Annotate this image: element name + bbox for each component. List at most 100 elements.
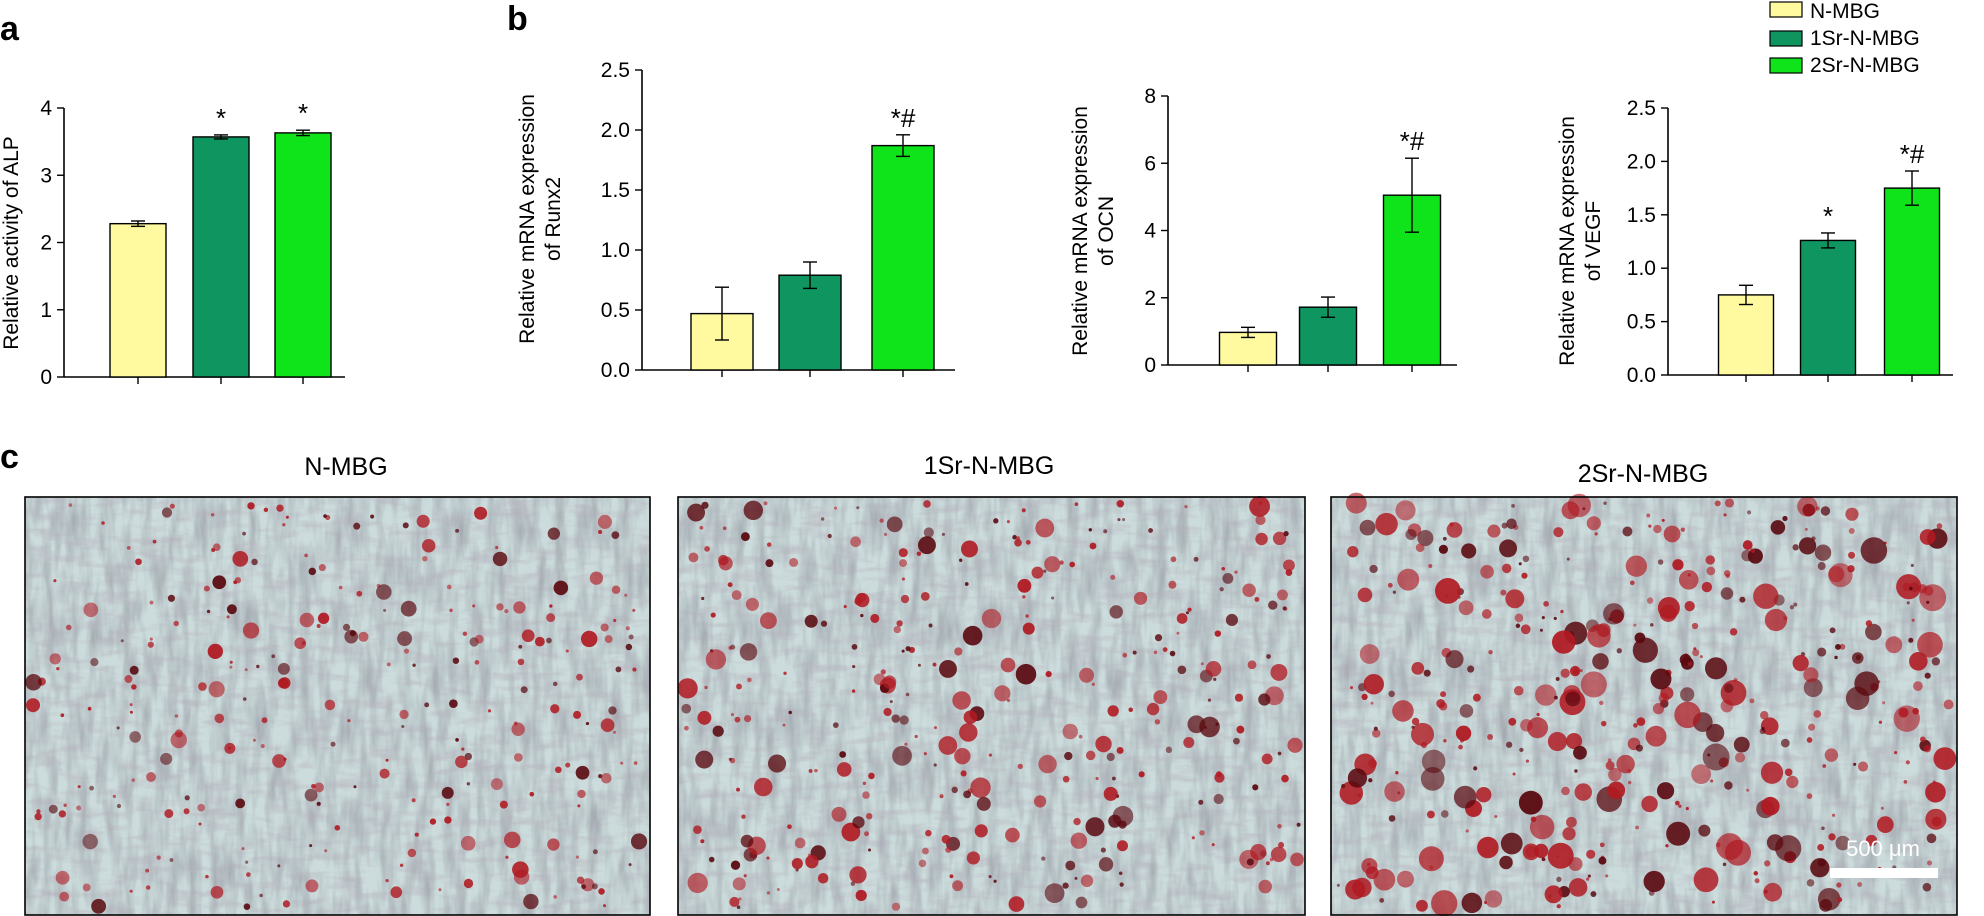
stain-spot	[147, 641, 154, 648]
stain-spot	[939, 794, 944, 799]
stain-spot	[700, 839, 705, 844]
stain-spot	[962, 625, 983, 646]
stain-spot	[1865, 623, 1882, 641]
stain-spot	[1817, 647, 1827, 657]
stain-spot	[1044, 556, 1061, 573]
stain-spot	[1645, 725, 1667, 747]
chart-ocn-expression: 0 2 4 6 8 Relative mRNA expression of OCN *#	[1069, 85, 1457, 377]
stain-spot	[1282, 606, 1287, 611]
stain-spot	[1803, 667, 1819, 683]
stain-spot	[608, 706, 617, 715]
stain-spot	[1214, 630, 1222, 637]
stain-spot	[495, 545, 499, 550]
stain-spot	[868, 848, 872, 852]
stain-spot	[1533, 843, 1549, 859]
stain-spot	[852, 816, 865, 829]
stain-spot	[1684, 600, 1695, 612]
stain-spot	[1065, 860, 1076, 871]
stain-spot	[1860, 537, 1888, 564]
stain-spot	[1518, 790, 1543, 815]
stain-spot	[1089, 542, 1097, 550]
stain-spot	[1535, 684, 1557, 706]
stain-spot	[1473, 766, 1478, 771]
scale-bar: 500 μm	[1830, 836, 1938, 878]
stain-spot	[1341, 783, 1346, 789]
stain-spot	[1062, 882, 1069, 889]
stain-spot	[1442, 536, 1447, 541]
stain-spot	[1070, 832, 1088, 849]
stain-spot	[611, 531, 620, 539]
stain-spot	[1521, 572, 1528, 579]
stain-spot	[402, 522, 409, 529]
stain-spot	[1605, 874, 1609, 878]
y-tick-label: 2.0	[1627, 150, 1656, 173]
stain-spot	[1014, 539, 1022, 547]
stain-spot	[1803, 678, 1823, 698]
y-tick-label: 1.5	[601, 179, 630, 202]
stain-spot	[1753, 871, 1759, 876]
stain-spot	[112, 794, 116, 799]
stain-spot	[1566, 557, 1570, 561]
stain-spot	[1481, 609, 1492, 619]
stain-spot	[1505, 589, 1525, 609]
stain-spot	[1110, 574, 1116, 580]
stain-spot	[1012, 535, 1017, 540]
stain-spot	[1657, 596, 1680, 619]
stain-spot	[730, 713, 735, 717]
stain-spot	[697, 710, 712, 725]
stain-spot	[1476, 787, 1492, 803]
stain-spot	[573, 710, 582, 719]
stain-spot	[1499, 539, 1518, 558]
stain-spot	[1797, 496, 1818, 517]
stain-spot	[1025, 614, 1029, 618]
stain-spot	[1051, 596, 1055, 600]
stain-spot	[1500, 832, 1523, 855]
stain-spot	[730, 860, 741, 870]
stain-spot	[512, 861, 529, 878]
stain-spot	[1605, 761, 1615, 771]
stain-spot	[48, 804, 58, 814]
stain-spot	[1724, 781, 1733, 790]
stain-spot	[1653, 524, 1662, 534]
stain-spot	[1547, 732, 1568, 752]
stain-spot	[1525, 845, 1538, 858]
stain-spot	[1817, 844, 1825, 851]
stain-spot	[939, 659, 957, 678]
stain-spot	[316, 801, 321, 806]
stain-spot	[851, 689, 856, 693]
stain-spot	[1296, 822, 1301, 827]
stain-spot	[517, 658, 525, 666]
stain-spot	[1366, 862, 1371, 867]
stain-spot	[1261, 753, 1273, 765]
stain-spot	[783, 671, 787, 676]
stain-spot	[1368, 759, 1378, 768]
stain-spot	[242, 697, 247, 701]
stain-spot	[1045, 670, 1052, 678]
bar-1	[1717, 294, 1775, 376]
stain-spot	[1487, 733, 1494, 740]
stain-spot	[899, 559, 908, 568]
y-axis-label: Relative mRNA expression of VEGF	[1556, 116, 1605, 366]
stain-spot	[1793, 602, 1798, 607]
stain-spot	[701, 596, 705, 601]
stain-spot	[1205, 661, 1222, 677]
stain-spot	[1657, 559, 1664, 565]
stain-spot	[520, 686, 528, 694]
stain-spot	[1880, 806, 1884, 810]
stain-spot	[615, 666, 622, 673]
stain-spot	[893, 625, 901, 634]
stain-spot	[499, 800, 508, 809]
stain-spot	[1258, 879, 1272, 894]
stain-spot	[1148, 528, 1153, 533]
stain-spot	[591, 883, 598, 890]
stain-spot	[1183, 736, 1195, 749]
stain-spot	[1792, 655, 1809, 672]
y-axis-label-line: of VEGF	[1582, 201, 1605, 282]
stain-spot	[131, 684, 137, 690]
stain-spot	[1817, 562, 1826, 571]
stain-spot	[1933, 747, 1957, 770]
stain-spot	[1804, 527, 1808, 531]
stain-spot	[677, 678, 698, 699]
stain-spot	[1064, 751, 1073, 761]
stain-spot	[1074, 502, 1079, 506]
